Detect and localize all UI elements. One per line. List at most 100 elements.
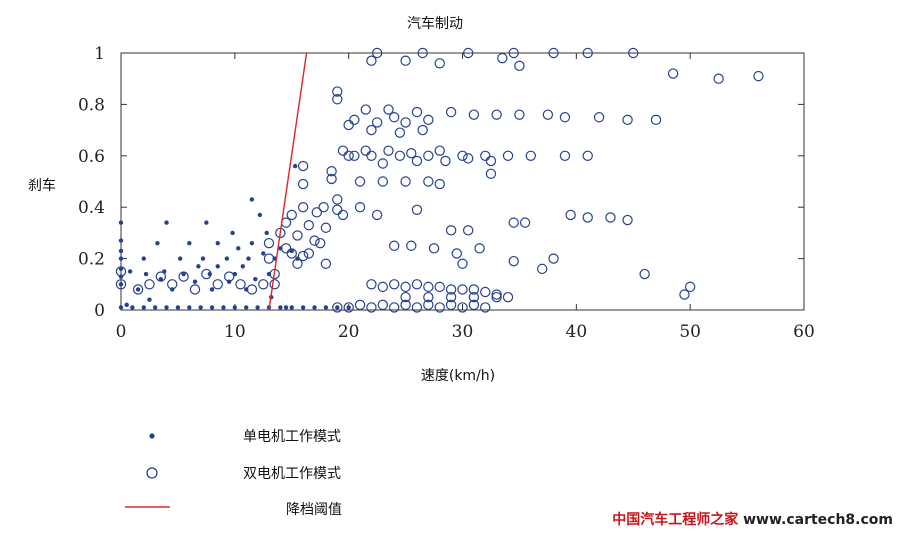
data-points (115, 47, 764, 313)
single-motor-point (200, 256, 206, 261)
y-tick-label: 1 (94, 44, 105, 64)
dual-motor-point (491, 291, 502, 303)
dual-motor-point (406, 148, 417, 159)
legend-label-single-motor: 单电机工作模式 (243, 429, 341, 445)
dual-motor-point (445, 299, 457, 311)
legend-label-dual-motor: 双电机工作模式 (243, 466, 341, 482)
x-tick-label: 50 (679, 322, 701, 342)
single-motor-point (127, 269, 133, 274)
single-motor-point (187, 240, 192, 246)
single-motor-point (118, 220, 124, 225)
single-motor-point (177, 256, 183, 261)
dual-motor-point (303, 219, 315, 231)
dual-motor-point (366, 302, 377, 313)
single-motor-point (118, 305, 124, 310)
single-motor-point (135, 287, 141, 292)
dual-motor-point (423, 150, 434, 161)
single-motor-point (221, 305, 226, 310)
dual-motor-point (559, 112, 571, 123)
dual-motor-point (332, 204, 343, 215)
dual-motor-point (713, 73, 724, 84)
dual-motor-point (628, 47, 639, 59)
dual-motor-point (246, 284, 258, 295)
single-motor-point (264, 230, 269, 236)
dual-motor-point (434, 145, 445, 156)
dual-motor-point (753, 70, 764, 82)
dual-motor-point (451, 248, 463, 259)
single-motor-point (249, 240, 255, 246)
dual-motor-point (332, 86, 343, 97)
single-motor-point (209, 287, 215, 292)
dual-motor-point (263, 253, 275, 264)
dual-motor-point (491, 289, 502, 300)
dual-motor-point (349, 150, 360, 161)
dual-motor-point (332, 302, 343, 313)
dual-motor-point (318, 201, 329, 213)
dual-motor-point (639, 268, 650, 280)
single-motor-point (204, 220, 209, 225)
dual-motor-point (468, 284, 480, 295)
single-motor-point (289, 305, 294, 310)
dual-motor-point (389, 302, 400, 313)
dual-motor-point (474, 243, 485, 254)
dual-motor-point (411, 155, 423, 167)
dual-motor-point (519, 217, 531, 228)
dual-motor-point (514, 109, 525, 120)
dual-motor-point (480, 302, 491, 313)
single-motor-point (283, 305, 289, 310)
dual-motor-point (536, 263, 548, 275)
dual-motor-point (394, 127, 406, 138)
dual-motor-point (548, 47, 559, 59)
dual-motor-point (371, 209, 383, 221)
dual-motor-point (377, 281, 389, 293)
dual-motor-point (406, 240, 417, 251)
dual-motor-point (434, 58, 445, 69)
single-motor-point (312, 305, 317, 310)
dual-motor-point (457, 284, 468, 295)
dual-motor-point (400, 176, 411, 187)
dual-motor-point (400, 117, 411, 128)
dual-motor-point (445, 106, 457, 118)
dual-motor-point (400, 55, 411, 66)
single-motor-point (141, 256, 146, 261)
single-motor-point (240, 264, 246, 269)
single-motor-point (164, 305, 169, 310)
single-motor-point (118, 282, 124, 287)
dual-motor-point (144, 279, 155, 290)
dual-motor-point (311, 207, 322, 218)
dual-motor-point (337, 145, 349, 156)
dual-motor-point (297, 201, 309, 213)
dual-motor-point (417, 124, 428, 136)
dual-motor-point (354, 201, 366, 213)
x-tick-label: 60 (793, 322, 815, 342)
dual-motor-point (377, 299, 389, 311)
dual-motor-point (565, 209, 576, 221)
dual-motor-point (468, 299, 480, 311)
dual-motor-point (445, 291, 457, 303)
dual-motor-point (411, 106, 423, 118)
x-axis-label: 速度(km/h) (421, 368, 495, 384)
dual-motor-point (389, 112, 400, 123)
dual-motor-point (411, 302, 423, 313)
single-motor-point (147, 297, 152, 302)
dual-motor-point (514, 60, 525, 72)
dual-motor-point (480, 150, 491, 161)
dual-motor-point (366, 124, 377, 136)
single-motor-point (143, 271, 149, 277)
dual-motor-point (366, 279, 377, 290)
dual-motor-point (434, 302, 445, 313)
dual-motor-point (320, 222, 332, 233)
dual-motor-point (542, 109, 554, 120)
dual-motor-point (389, 240, 400, 251)
dual-motor-point (377, 176, 389, 187)
dual-motor-point (582, 150, 593, 161)
dual-motor-point (462, 153, 474, 164)
single-motor-point (130, 305, 135, 310)
dual-motor-point (383, 104, 394, 115)
single-motor-point (261, 251, 266, 256)
dual-motor-point (235, 279, 246, 290)
dual-motor-point (212, 279, 223, 290)
dual-motor-point (525, 150, 537, 161)
dual-motor-point (337, 209, 349, 221)
dual-motor-point (434, 281, 445, 293)
